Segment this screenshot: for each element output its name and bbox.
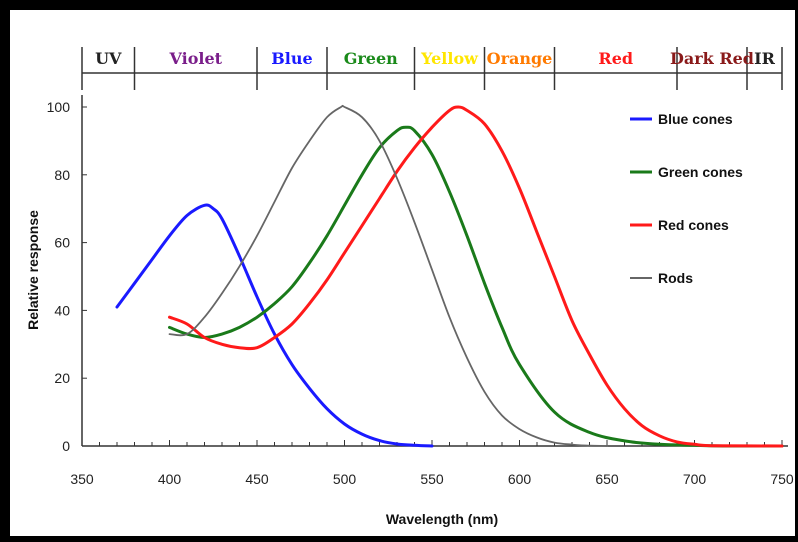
legend-label: Red cones	[658, 217, 729, 233]
x-tick-label: 650	[595, 471, 619, 487]
legend-label: Rods	[658, 270, 693, 286]
y-tick-label: 20	[54, 370, 70, 386]
band-label-ir: IR	[754, 49, 775, 68]
legend: Blue cones Green cones Red cones Rods	[630, 111, 743, 286]
y-tick-label: 60	[54, 235, 70, 251]
band-label-uv: UV	[95, 49, 122, 68]
y-tick-label: 40	[54, 302, 70, 318]
band-label-violet: Violet	[168, 49, 222, 68]
x-tick-label: 600	[508, 471, 532, 487]
y-axis-title: Relative response	[25, 210, 41, 330]
series-line-blue-cones	[115, 203, 434, 448]
color-band-strip: UV Violet Blue Green Yellow Orange Red Dark Red…	[81, 47, 783, 90]
x-tick-label: 550	[420, 471, 444, 487]
x-tick-label: 500	[333, 471, 357, 487]
band-label-red: Red	[598, 49, 633, 68]
axes: 350 400 450 500 550 600 650 700 750 0 20 40 60 80 100	[47, 95, 794, 487]
series-line-red-cones	[168, 105, 784, 448]
y-tick-label: 80	[54, 167, 70, 183]
legend-label: Blue cones	[658, 111, 733, 127]
band-label-yellow: Yellow	[420, 49, 479, 68]
x-tick-label: 700	[683, 471, 707, 487]
band-label-green: Green	[344, 49, 398, 68]
series-line-green-cones	[168, 125, 784, 448]
band-label-blue: Blue	[271, 49, 312, 68]
x-tick-label: 450	[245, 471, 269, 487]
x-axis-title: Wavelength (nm)	[386, 511, 498, 527]
y-tick-label: 0	[62, 438, 70, 454]
series-layer	[115, 104, 784, 448]
band-label-orange: Orange	[487, 49, 553, 68]
y-tick-label: 100	[47, 99, 71, 115]
legend-label: Green cones	[658, 164, 743, 180]
band-label-dark-red: Dark Red	[670, 49, 754, 68]
series-line-rods	[168, 104, 608, 447]
x-tick-label: 750	[770, 471, 794, 487]
x-tick-label: 350	[70, 471, 94, 487]
x-tick-label: 400	[158, 471, 182, 487]
